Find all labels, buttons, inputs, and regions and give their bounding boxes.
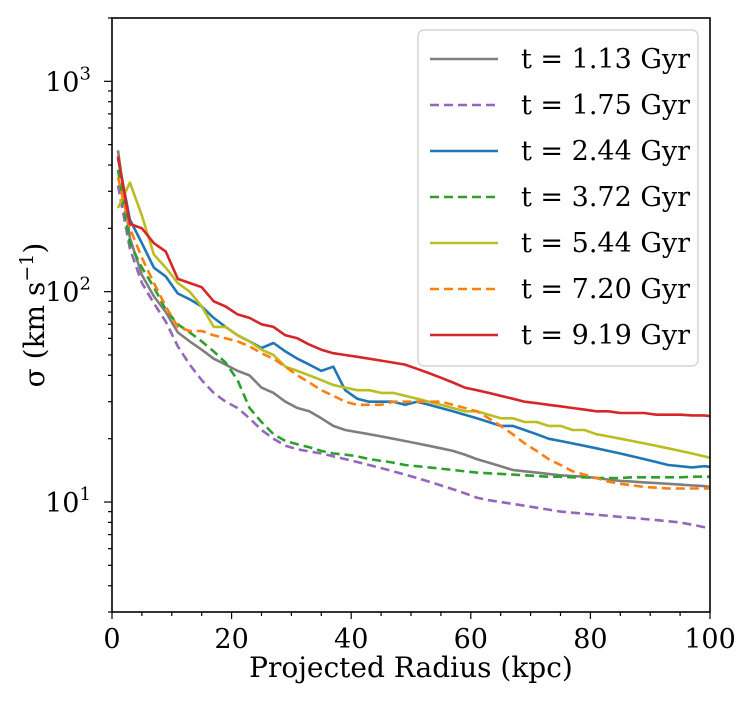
y-tick-label: 102: [45, 274, 91, 309]
series-line-6: [116, 156, 711, 418]
x-axis-label: Projected Radius (kpc): [249, 651, 573, 684]
y-axis-label: σ (km s−1): [16, 243, 51, 388]
x-tick-label: 80: [573, 624, 607, 655]
legend-label: t = 2.44 Gyr: [521, 136, 690, 167]
series-line-3: [116, 169, 710, 480]
y-tick-label: 101: [45, 484, 91, 519]
axis-ticks: 0 20 40 60 80 100 101 102 103: [45, 17, 736, 655]
legend-label: t = 1.75 Gyr: [521, 90, 690, 121]
x-tick-label: 20: [214, 624, 248, 655]
legend-label: t = 1.13 Gyr: [521, 44, 690, 75]
x-tick-label: 40: [334, 624, 368, 655]
legend-label: t = 5.44 Gyr: [521, 228, 690, 259]
plot-frame: [111, 17, 711, 613]
y-tick-label: 103: [45, 63, 91, 98]
legend-label: t = 9.19 Gyr: [521, 320, 690, 351]
series-line-5: [116, 176, 710, 490]
legend: t = 1.13 Gyr t = 1.75 Gyr t = 2.44 Gyr t = …: [417, 29, 699, 367]
series-line-0: [116, 150, 711, 489]
x-tick-label: 0: [103, 624, 120, 655]
x-tick-label: 60: [454, 624, 488, 655]
series-lines: [116, 150, 711, 530]
legend-label: t = 3.72 Gyr: [521, 182, 690, 213]
series-line-1: [116, 185, 711, 530]
series-line-4: [116, 181, 711, 460]
legend-label: t = 7.20 Gyr: [521, 274, 690, 305]
legend-box: [417, 29, 699, 367]
x-tick-label: 100: [684, 624, 736, 655]
